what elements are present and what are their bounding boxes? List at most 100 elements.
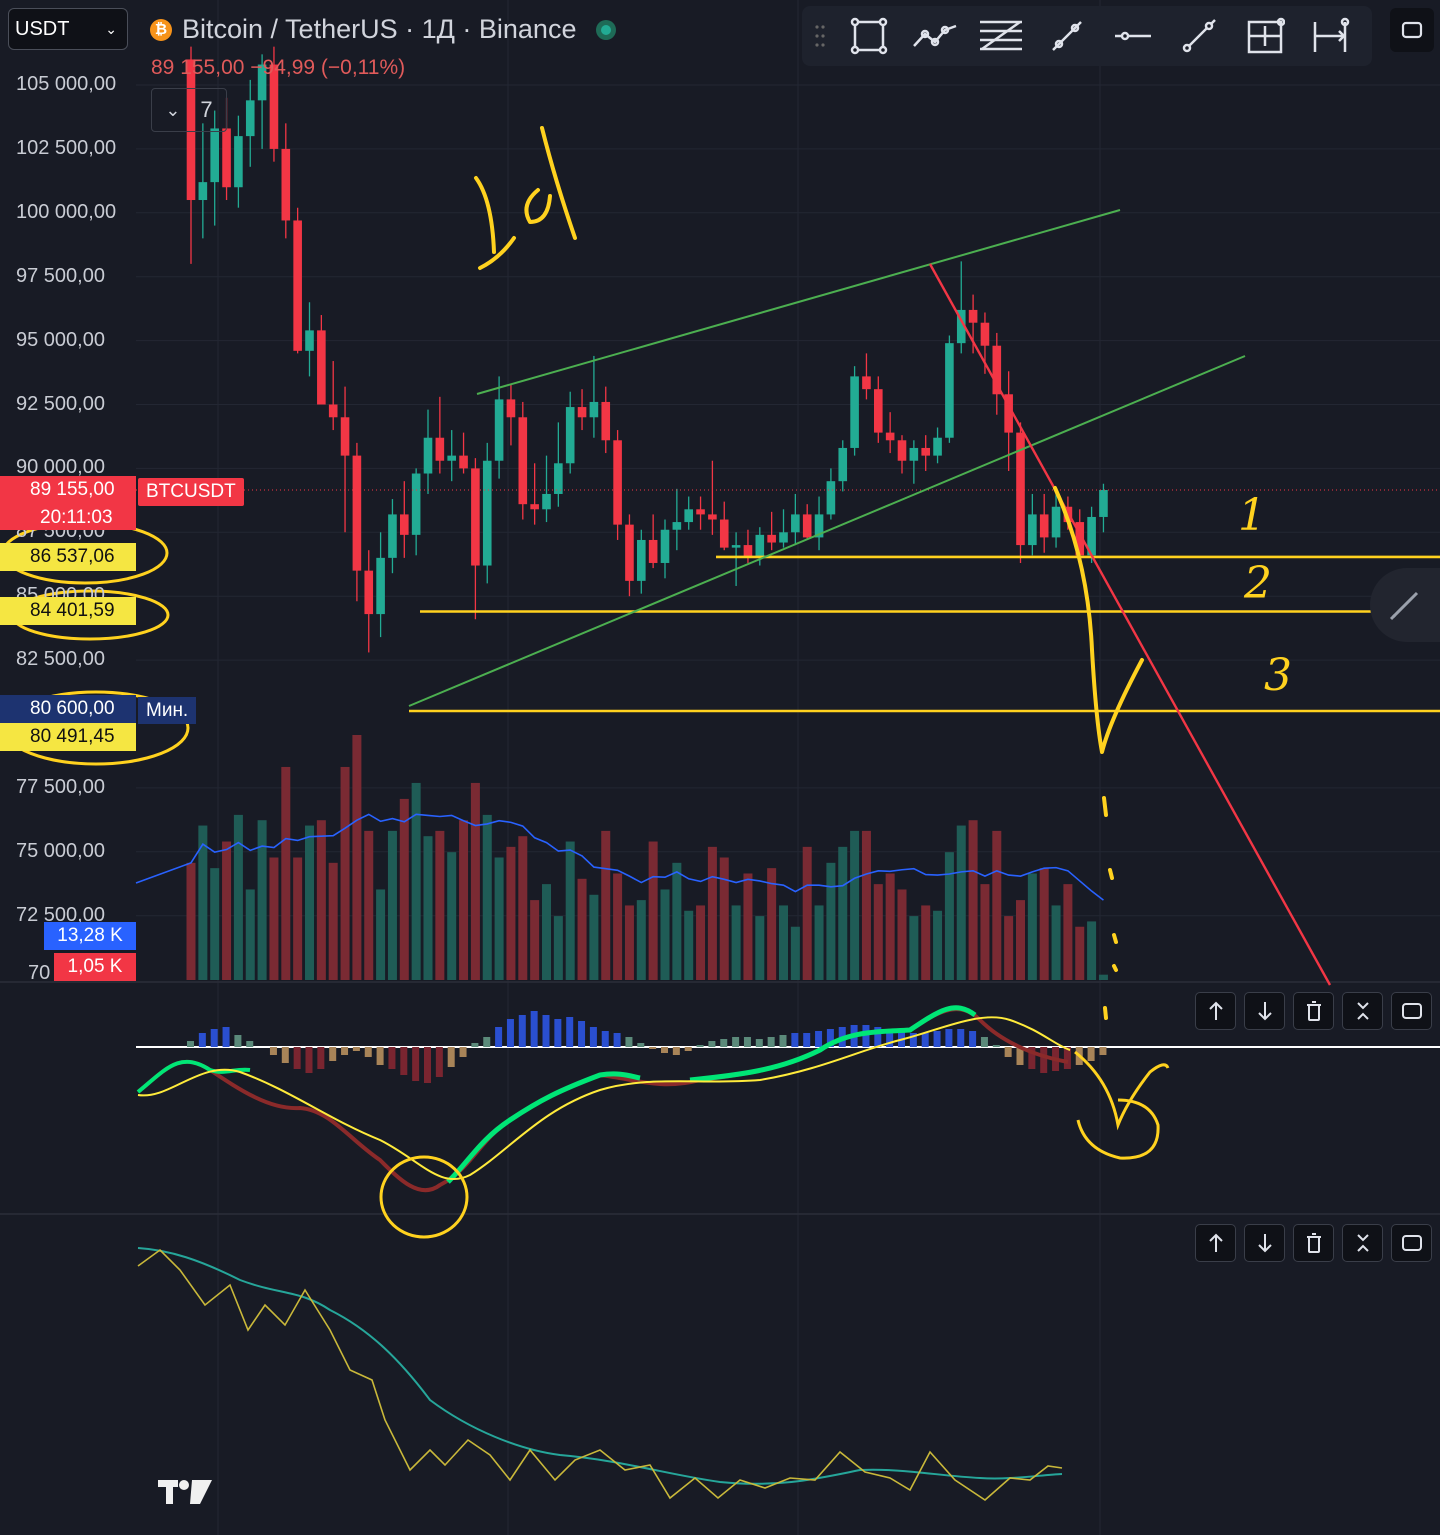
- volume-bar: [885, 873, 895, 980]
- volume-bar: [530, 900, 540, 980]
- macd-histogram-bar: [1087, 1047, 1095, 1061]
- volume-bar: [992, 830, 1002, 980]
- volume-bar: [696, 905, 706, 980]
- volume-bar: [447, 852, 457, 980]
- arrow-up-icon[interactable]: [1195, 992, 1236, 1030]
- macd-line-green: [446, 1005, 977, 1184]
- volume-bar: [636, 900, 646, 980]
- volume-bar: [767, 868, 777, 980]
- volume-bar: [672, 862, 682, 980]
- candle-body: [802, 514, 812, 538]
- macd-histogram-bar: [246, 1041, 254, 1047]
- arrow-down-icon[interactable]: [1244, 1224, 1285, 1262]
- rectangle-icon[interactable]: [840, 10, 898, 62]
- candle-body: [506, 399, 516, 418]
- macd-cross-circle: [379, 1155, 469, 1239]
- indicators-collapse-button[interactable]: ⌄ 7: [151, 88, 227, 132]
- macd-histogram-bar: [826, 1029, 834, 1047]
- maximize-pane-icon[interactable]: [1391, 992, 1432, 1030]
- candle-body: [684, 509, 693, 523]
- volume-bar: [364, 830, 374, 980]
- macd-histogram-bar: [578, 1021, 586, 1047]
- macd-histogram-bar: [696, 1045, 704, 1047]
- macd-histogram-bar: [862, 1025, 870, 1047]
- volume-bar: [719, 857, 729, 980]
- candle-body: [637, 539, 646, 581]
- horizontal-line-icon[interactable]: [1104, 10, 1162, 62]
- macd-histogram-bar: [471, 1043, 479, 1047]
- macd-histogram-bar: [589, 1027, 597, 1047]
- current-price-badge: 89 155,00 20:11:03: [0, 476, 136, 530]
- volume-bar: [956, 825, 966, 980]
- price-scale-label: 90 000,00: [16, 456, 105, 479]
- market-status-icon[interactable]: [596, 19, 617, 40]
- fib-retracement-icon[interactable]: [972, 10, 1030, 62]
- trend-line-icon[interactable]: [1038, 10, 1096, 62]
- volume-bar: [648, 841, 658, 980]
- arrow-up-icon[interactable]: [1195, 1224, 1236, 1262]
- chart-title[interactable]: ₿ Bitcoin / TetherUS · 1Д · Binance: [150, 14, 617, 45]
- ray-icon[interactable]: [1170, 10, 1228, 62]
- maximize-pane-icon[interactable]: [1391, 1224, 1432, 1262]
- candle-body: [352, 455, 362, 571]
- volume-bar: [542, 884, 551, 980]
- macd-histogram-bar: [613, 1033, 621, 1047]
- path-icon[interactable]: [906, 10, 964, 62]
- collapse-pane-icon[interactable]: [1342, 1224, 1383, 1262]
- candle-body: [826, 481, 836, 515]
- candle-body: [1004, 394, 1013, 433]
- macd-histogram-bar: [447, 1047, 455, 1067]
- macd-histogram-bar: [530, 1011, 538, 1047]
- date-price-range-icon[interactable]: [1302, 10, 1360, 62]
- macd-histogram-bar: [424, 1047, 431, 1083]
- price-scale-label: 95 000,00: [16, 328, 105, 351]
- candle-body: [1099, 489, 1108, 517]
- volume-bar: [624, 905, 634, 980]
- trash-icon[interactable]: [1293, 992, 1334, 1030]
- candle-body: [862, 376, 871, 390]
- candle-body: [696, 509, 705, 515]
- macd-histogram-bar: [767, 1037, 775, 1047]
- price-scale-label: 72 500,00: [16, 903, 105, 926]
- volume-bar: [980, 884, 990, 980]
- volume-ma-line: [135, 813, 1104, 901]
- volume-bar: [506, 846, 516, 980]
- tradingview-logo[interactable]: [158, 1476, 212, 1511]
- volume-bar: [1075, 926, 1085, 980]
- volume-bar: [790, 926, 800, 980]
- candle-body: [423, 437, 433, 474]
- candle-body: [198, 182, 208, 201]
- macd-histogram-bar: [992, 1045, 1000, 1047]
- symbol-select[interactable]: USDT ⌄: [8, 8, 128, 50]
- volume-bar: [340, 766, 350, 980]
- volume-last-badge: 1,05 K: [54, 953, 136, 981]
- fullscreen-icon[interactable]: [1390, 8, 1434, 52]
- drawing-toolbar: [802, 6, 1372, 66]
- macd-histogram-bar: [1099, 1047, 1107, 1055]
- arrow-down-icon[interactable]: [1244, 992, 1285, 1030]
- collapse-pane-icon[interactable]: [1342, 992, 1383, 1030]
- drag-handle-icon[interactable]: [808, 10, 832, 62]
- volume-bar: [1016, 900, 1025, 980]
- candle-body: [921, 447, 930, 456]
- candle-body: [459, 455, 468, 469]
- min-tag: Мин.: [138, 697, 197, 724]
- candle-body: [411, 473, 421, 535]
- volume-bar: [873, 884, 883, 980]
- volume-bar: [660, 889, 670, 980]
- macd-histogram-bar: [341, 1047, 349, 1055]
- volume-bar: [482, 814, 492, 980]
- volume-bar: [233, 814, 243, 980]
- trash-icon[interactable]: [1293, 1224, 1334, 1262]
- price-scale-label: 70: [28, 962, 51, 984]
- volume-bar: [518, 836, 528, 980]
- pencil-icon[interactable]: [1370, 568, 1440, 642]
- projection-dot: [1102, 796, 1108, 817]
- candle-body: [731, 545, 741, 548]
- macd-histogram-bar: [293, 1047, 301, 1069]
- long-position-icon[interactable]: [1236, 10, 1294, 62]
- candle-body: [400, 514, 409, 535]
- volume-bar: [577, 878, 587, 980]
- volume-bar: [944, 852, 954, 980]
